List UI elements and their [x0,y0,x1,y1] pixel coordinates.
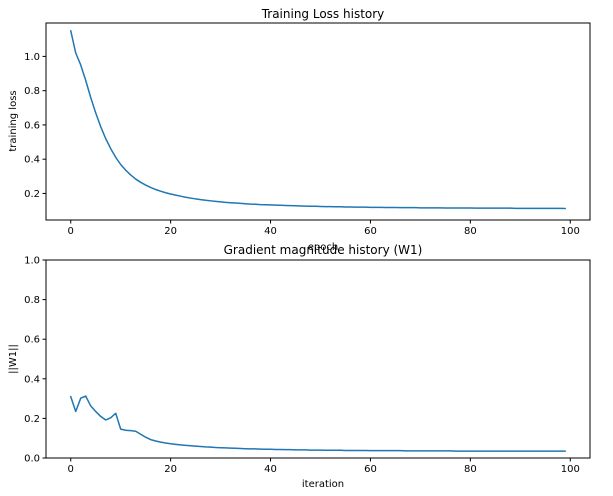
y-tick-label: 0.4 [24,155,40,166]
y-axis-label: ||W1|| [8,344,19,374]
x-axis: 0 20 40 60 80 100 [68,220,580,237]
x-tick-label: 100 [561,226,580,237]
y-axis: 0.0 0.2 0.4 0.6 0.8 1.0 [24,256,46,465]
plot-area [45,259,591,459]
gradient-magnitude-chart: Gradient magnitude history (W1) 0 20 40 60 8… [8,243,591,490]
x-tick-label: 20 [164,464,177,475]
y-axis-label: training loss [8,90,19,151]
y-tick-label: 0.6 [24,120,40,131]
x-tick-label: 60 [364,464,377,475]
x-tick-label: 80 [464,226,477,237]
training-loss-chart: Training Loss history 0 20 40 60 80 100 0.20.… [8,7,591,253]
x-tick-label: 40 [264,226,277,237]
x-tick-label: 0 [68,226,74,237]
series-line [69,395,567,452]
y-tick-label: 0.8 [24,295,40,306]
x-tick-label: 100 [561,464,580,475]
series-line [69,29,567,210]
series-group [69,395,567,452]
y-tick-label: 0.2 [24,414,40,425]
x-axis-label: epoch [308,242,338,253]
chart-title: Training Loss history [261,7,385,21]
chart-title: Gradient magnitude history (W1) [224,243,423,257]
y-axis: 0.2 0.4 0.6 0.8 1.0 [24,52,46,200]
x-tick-label: 60 [364,226,377,237]
y-tick-label: 0.0 [24,454,40,465]
y-tick-label: 1.0 [24,52,40,63]
y-tick-label: 0.2 [24,189,40,200]
x-tick-label: 40 [264,464,277,475]
y-tick-label: 0.6 [24,335,40,346]
plot-area [45,22,591,221]
x-axis: 0 20 40 60 80 100 [68,458,580,475]
y-tick-label: 0.4 [24,374,40,385]
x-axis-label: iteration [302,479,344,490]
y-tick-label: 0.8 [24,86,40,97]
y-tick-label: 1.0 [24,256,40,267]
x-tick-label: 20 [164,226,177,237]
x-tick-label: 0 [68,464,74,475]
x-tick-label: 80 [464,464,477,475]
series-group [69,29,567,210]
